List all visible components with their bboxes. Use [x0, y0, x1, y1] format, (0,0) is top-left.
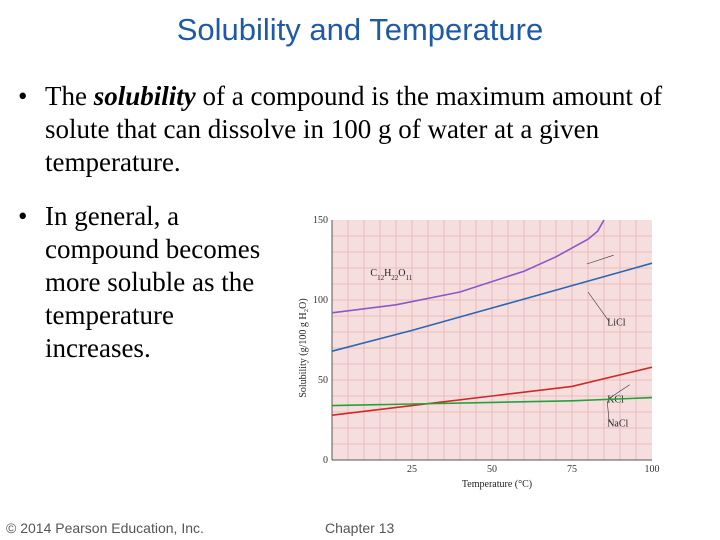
y-tick-label: 150	[313, 215, 328, 226]
footer-copyright: © 2014 Pearson Education, Inc.	[6, 520, 204, 536]
series-line-licl	[331, 262, 653, 352]
bullet-text-part: of a compound is the maximum amount of s…	[45, 81, 663, 177]
bullet-text: The solubility of a compound is the maxi…	[45, 80, 668, 179]
x-axis-label: Temperature (°C)	[462, 479, 532, 490]
bullet-text-part: The	[45, 81, 94, 111]
x-tick-label: 75	[567, 464, 577, 475]
y-axis-label: Solubility (g/100 g H₂O)	[298, 298, 309, 397]
emphasis-solubility: solubility	[93, 81, 196, 111]
series-label: LiCl	[607, 318, 626, 329]
series-line-c12h22o11	[331, 219, 605, 314]
series-line-kcl	[331, 366, 653, 416]
x-tick-label: 100	[645, 464, 660, 475]
bullet-marker: •	[18, 201, 28, 231]
bullet-marker: •	[18, 81, 28, 111]
footer-chapter: Chapter 13	[325, 520, 395, 536]
x-tick-label: 50	[487, 464, 497, 475]
bullet-text: In general, a compound becomes more solu…	[45, 201, 261, 363]
y-tick-label: 0	[323, 455, 328, 466]
leader-line	[606, 400, 610, 423]
slide-title: Solubility and Temperature	[176, 12, 544, 47]
bullet-definition: • The solubility of a compound is the ma…	[18, 80, 668, 179]
y-tick-label: 100	[313, 295, 328, 306]
series-label: KCl	[607, 394, 624, 405]
leader-line	[587, 291, 610, 322]
leader-line	[586, 254, 614, 265]
bullet-trend: • In general, a compound becomes more so…	[18, 200, 268, 365]
x-tick-label: 25	[407, 464, 417, 475]
solubility-chart: 0 50 100 150 25 50 75 100 Temperature (°C) Solubi…	[298, 215, 660, 490]
series-label: NaCl	[607, 418, 628, 429]
leader-line	[609, 384, 630, 399]
y-tick-label: 50	[318, 375, 328, 386]
series-line-nacl	[331, 396, 653, 407]
